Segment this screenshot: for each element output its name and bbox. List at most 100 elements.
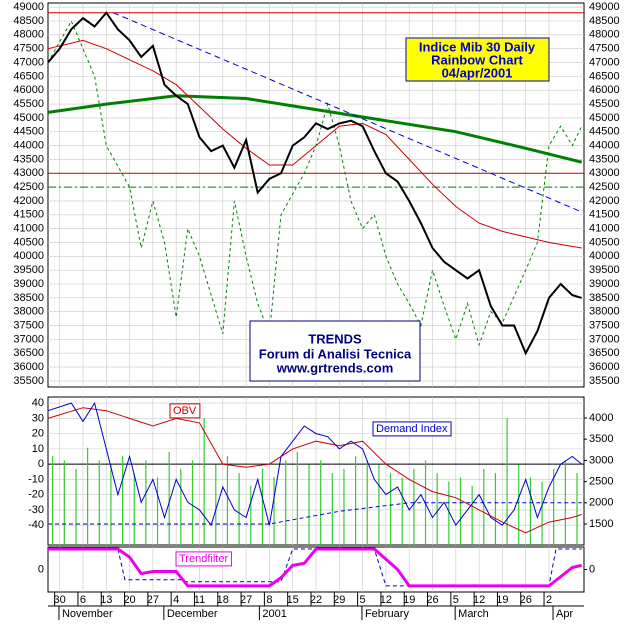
volume-bar bbox=[191, 460, 194, 545]
x-tick-label: 18 bbox=[217, 594, 229, 606]
y2-tick-label: 41000 bbox=[589, 223, 620, 235]
y2-tick-label: 47500 bbox=[589, 43, 620, 55]
y-tick-label: 40500 bbox=[13, 236, 44, 248]
y2-tick-label: 2000 bbox=[589, 497, 613, 509]
volume-bar bbox=[320, 460, 322, 545]
y-tick-label: 37000 bbox=[13, 333, 44, 345]
y2-tick-label: 40500 bbox=[589, 236, 620, 248]
series-line bbox=[47, 39, 582, 249]
y-tick-label: -40 bbox=[28, 519, 44, 531]
chart-date: 04/apr/2001 bbox=[442, 65, 513, 80]
y2-tick-label: 1500 bbox=[589, 518, 613, 530]
volume-bar bbox=[156, 477, 159, 545]
volume-bar bbox=[553, 468, 555, 545]
annotation: TRENDS bbox=[308, 331, 362, 346]
y-tick-label: 42500 bbox=[13, 181, 44, 193]
volume-bar bbox=[273, 477, 275, 545]
y-tick-label: 36500 bbox=[13, 347, 44, 359]
y2-tick-label: 44500 bbox=[589, 126, 620, 138]
x-tick-label: 8 bbox=[266, 594, 272, 606]
volume-bar bbox=[238, 473, 240, 545]
x-tick-label: 19 bbox=[403, 594, 415, 606]
y-tick-label: 43500 bbox=[13, 153, 44, 165]
y2-tick-label: 3500 bbox=[589, 433, 613, 445]
y-tick-label: 44500 bbox=[13, 126, 44, 138]
volume-bar bbox=[250, 485, 252, 545]
annotation: www.grtrends.com bbox=[276, 360, 394, 375]
y-tick-label: 47000 bbox=[13, 56, 44, 68]
y-tick-label: 46500 bbox=[13, 70, 44, 82]
y2-tick-label: 0 bbox=[589, 563, 595, 575]
y2-tick-label: 43500 bbox=[589, 153, 620, 165]
y-tick-label: 39000 bbox=[13, 278, 44, 290]
volume-bar bbox=[389, 473, 392, 545]
y2-tick-label: 45500 bbox=[589, 98, 620, 110]
y-tick-label: 40 bbox=[32, 397, 44, 409]
series-line bbox=[47, 11, 582, 356]
annotation-box bbox=[249, 320, 421, 382]
legend-box bbox=[372, 421, 452, 437]
chart-subtitle: Rainbow Chart bbox=[431, 52, 523, 67]
x-tick-label: 27 bbox=[147, 594, 159, 606]
volume-bar bbox=[576, 473, 578, 545]
y2-tick-label: 44000 bbox=[589, 139, 620, 151]
chart-title: Indice Mib 30 Daily bbox=[419, 39, 536, 54]
volume-bar bbox=[378, 464, 380, 545]
volume-bar bbox=[436, 473, 438, 545]
series-line bbox=[47, 401, 583, 527]
volume-bar bbox=[331, 473, 333, 545]
y2-tick-label: 40000 bbox=[589, 250, 620, 262]
y-tick-label: -10 bbox=[28, 473, 44, 485]
y-tick-label: 39500 bbox=[13, 264, 44, 276]
series-line bbox=[48, 502, 582, 525]
volume-bar bbox=[168, 451, 170, 545]
volume-bar bbox=[52, 456, 54, 545]
x-tick-label: 15 bbox=[287, 594, 299, 606]
y2-tick-label: 2500 bbox=[589, 476, 613, 488]
volume-bar bbox=[110, 464, 112, 545]
y2-tick-label: 42500 bbox=[589, 181, 620, 193]
series-line bbox=[113, 12, 582, 213]
month-label: February bbox=[365, 608, 410, 620]
x-tick-label: 13 bbox=[100, 594, 112, 606]
volume-bar bbox=[366, 460, 368, 545]
volume-bar bbox=[285, 460, 287, 545]
volume-bar bbox=[483, 468, 485, 545]
volume-bar bbox=[308, 464, 310, 545]
x-tick-label: 29 bbox=[333, 594, 345, 606]
y-tick-label: 45000 bbox=[13, 112, 44, 124]
x-tick-label: 19 bbox=[496, 594, 508, 606]
y-tick-label: 35500 bbox=[13, 375, 44, 387]
volume-bar bbox=[203, 417, 205, 545]
y2-tick-label: 3000 bbox=[589, 454, 613, 466]
y-tick-label: 48000 bbox=[13, 29, 44, 41]
volume-bar bbox=[459, 477, 462, 545]
y-tick-label: 10 bbox=[32, 443, 44, 455]
y2-tick-label: 48500 bbox=[589, 15, 620, 27]
series-line bbox=[47, 94, 583, 164]
volume-bar bbox=[471, 485, 473, 545]
x-tick-label: 5 bbox=[360, 594, 366, 606]
volume-bar bbox=[506, 417, 508, 545]
y2-tick-label: 39000 bbox=[589, 278, 620, 290]
y2-tick-label: 36500 bbox=[589, 347, 620, 359]
series-line bbox=[47, 407, 582, 534]
y2-tick-label: 37500 bbox=[589, 319, 620, 331]
y2-tick-label: 41500 bbox=[589, 209, 620, 221]
y-tick-label: 0 bbox=[38, 458, 44, 470]
volume-bar bbox=[75, 468, 77, 545]
y2-tick-label: 35500 bbox=[589, 375, 620, 387]
volume-bar bbox=[518, 464, 520, 545]
volume-bar bbox=[98, 460, 100, 545]
volume-bar bbox=[63, 460, 65, 545]
x-tick-label: 2 bbox=[546, 594, 552, 606]
y-tick-label: 38000 bbox=[13, 306, 44, 318]
y-tick-label: 46000 bbox=[13, 84, 44, 96]
y2-tick-label: 45000 bbox=[589, 112, 620, 124]
y2-tick-label: 38000 bbox=[589, 306, 620, 318]
y2-tick-label: 46000 bbox=[589, 84, 620, 96]
volume-bar bbox=[133, 473, 135, 545]
volume-bar bbox=[87, 447, 89, 545]
